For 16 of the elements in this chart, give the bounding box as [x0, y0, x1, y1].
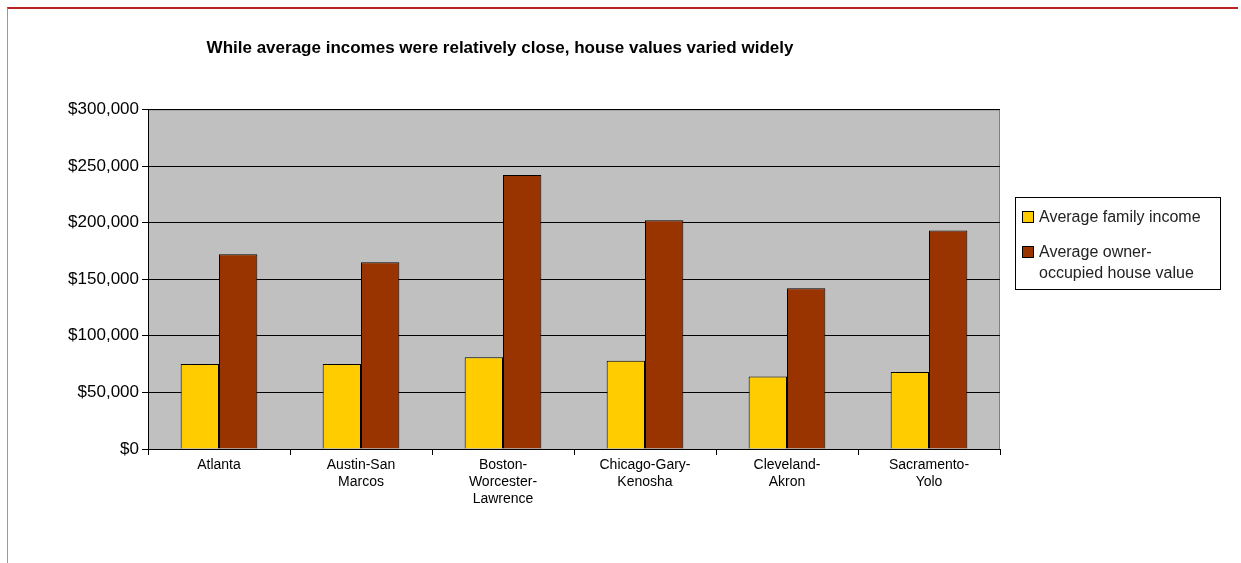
y-tick-label: $0 [120, 438, 139, 458]
legend-label: Average family income [1039, 207, 1201, 227]
y-tick-label: $200,000 [68, 212, 139, 232]
x-tick-label: Atlanta [197, 456, 241, 473]
x-tick-label: Sacramento-Yolo [888, 456, 970, 490]
y-tick-label: $150,000 [68, 268, 139, 288]
legend-label: Average owner-occupied house value [1039, 242, 1195, 283]
y-tick-label: $300,000 [68, 99, 139, 119]
y-tick-label: $100,000 [68, 325, 139, 345]
x-tick-label: Austin-San Marcos [326, 456, 396, 490]
x-tick-label: Boston-Worcester-Lawrence [468, 456, 538, 506]
chart-title: While average incomes were relatively close, house values varied widely [206, 37, 794, 57]
x-tick-label: Cleveland-Akron [753, 456, 821, 490]
y-tick-label: $50,000 [77, 382, 139, 402]
y-tick-label: $250,000 [68, 155, 139, 175]
x-tick-label: Chicago-Gary-Kenosha [599, 456, 691, 490]
